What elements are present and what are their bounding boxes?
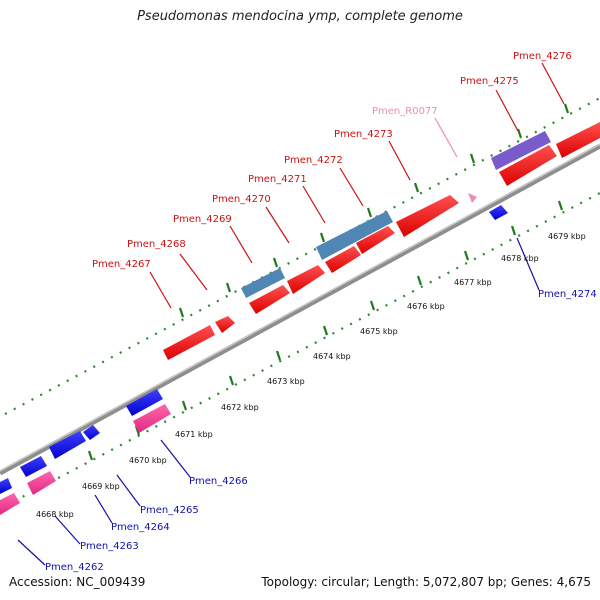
gene-pmen-4276[interactable] bbox=[556, 122, 600, 158]
gene-pmen-4272[interactable] bbox=[316, 211, 393, 260]
gene-label-pmen-4267[interactable]: Pmen_4267 bbox=[92, 259, 151, 270]
scale-label: 4670 kbp bbox=[129, 456, 167, 465]
genome-summary-text: Topology: circular; Length: 5,072,807 bp… bbox=[261, 575, 591, 589]
gene-pmen-4267[interactable] bbox=[163, 325, 215, 360]
gene-label-pmen-r0077[interactable]: Pmen_R0077 bbox=[372, 106, 438, 117]
scale-label: 4668 kbp bbox=[36, 510, 74, 519]
gene-label-pmen-4271[interactable]: Pmen_4271 bbox=[248, 174, 307, 185]
gene-pmen-4265b[interactable] bbox=[83, 425, 100, 440]
gene-pmen-4262b[interactable] bbox=[0, 493, 20, 515]
reverse-gene-labels: Pmen_4262 Pmen_4263 Pmen_4264 Pmen_4265 … bbox=[45, 289, 597, 573]
scale-labels: 4668 kbp 4669 kbp 4670 kbp 4671 kbp 4672… bbox=[36, 232, 586, 519]
gene-pmen-4268[interactable] bbox=[215, 316, 235, 333]
gene-pmen-4275b[interactable] bbox=[499, 145, 557, 186]
gene-label-pmen-4272[interactable]: Pmen_4272 bbox=[284, 155, 343, 166]
gene-label-pmen-4262[interactable]: Pmen_4262 bbox=[45, 562, 104, 573]
gene-pmen-4271[interactable] bbox=[287, 265, 325, 294]
forward-leaders bbox=[149, 62, 565, 309]
rna-pmen-r0077[interactable] bbox=[468, 193, 477, 203]
gene-pmen-4275[interactable] bbox=[491, 131, 551, 170]
gene-label-pmen-4263[interactable]: Pmen_4263 bbox=[80, 541, 139, 552]
scale-label: 4671 kbp bbox=[175, 430, 213, 439]
gene-pmen-4264[interactable] bbox=[20, 456, 47, 477]
gene-label-pmen-4265[interactable]: Pmen_4265 bbox=[140, 505, 199, 516]
scale-label: 4676 kbp bbox=[407, 302, 445, 311]
gene-label-pmen-4275[interactable]: Pmen_4275 bbox=[460, 76, 519, 87]
inner-tick-ring bbox=[4, 192, 600, 507]
scale-label: 4679 kbp bbox=[548, 232, 586, 241]
gene-label-pmen-4276[interactable]: Pmen_4276 bbox=[513, 51, 572, 62]
reverse-leaders bbox=[17, 237, 540, 566]
reverse-genes bbox=[0, 205, 508, 515]
gene-pmen-4265[interactable] bbox=[49, 431, 86, 459]
gene-label-pmen-4270[interactable]: Pmen_4270 bbox=[212, 194, 271, 205]
gene-label-pmen-4266[interactable]: Pmen_4266 bbox=[189, 476, 248, 487]
forward-genes bbox=[163, 122, 600, 360]
gene-pmen-4273a[interactable] bbox=[325, 246, 361, 273]
gene-label-pmen-4274[interactable]: Pmen_4274 bbox=[538, 289, 597, 300]
genome-backbone bbox=[0, 143, 600, 476]
gene-label-pmen-4269[interactable]: Pmen_4269 bbox=[173, 214, 232, 225]
scale-label: 4673 kbp bbox=[267, 377, 305, 386]
gene-pmen-4273b[interactable] bbox=[356, 226, 395, 254]
outer-tick-ring bbox=[4, 97, 600, 415]
accession-text: Accession: NC_009439 bbox=[9, 575, 146, 589]
gene-pmen-4262[interactable] bbox=[0, 478, 12, 494]
scale-label: 4678 kbp bbox=[501, 254, 539, 263]
forward-gene-labels: Pmen_4267 Pmen_4268 Pmen_4269 Pmen_4270 … bbox=[92, 51, 572, 270]
gene-pmen-4273c[interactable] bbox=[396, 195, 459, 237]
gene-pmen-4274[interactable] bbox=[489, 205, 508, 220]
scale-label: 4669 kbp bbox=[82, 482, 120, 491]
gene-pmen-4263[interactable] bbox=[27, 471, 56, 495]
gene-label-pmen-4268[interactable]: Pmen_4268 bbox=[127, 239, 186, 250]
scale-label: 4672 kbp bbox=[221, 403, 259, 412]
gene-label-pmen-4273[interactable]: Pmen_4273 bbox=[334, 129, 393, 140]
gene-pmen-4266a[interactable] bbox=[126, 389, 163, 416]
gene-pmen-4266[interactable] bbox=[133, 404, 171, 433]
scale-label: 4675 kbp bbox=[360, 327, 398, 336]
scale-label: 4677 kbp bbox=[454, 278, 492, 287]
gene-pmen-4270[interactable] bbox=[249, 285, 290, 314]
gene-pmen-4269[interactable] bbox=[241, 268, 285, 298]
scale-label: 4674 kbp bbox=[313, 352, 351, 361]
gene-label-pmen-4264[interactable]: Pmen_4264 bbox=[111, 522, 170, 533]
map-title: Pseudomonas mendocina ymp, complete geno… bbox=[137, 9, 463, 24]
